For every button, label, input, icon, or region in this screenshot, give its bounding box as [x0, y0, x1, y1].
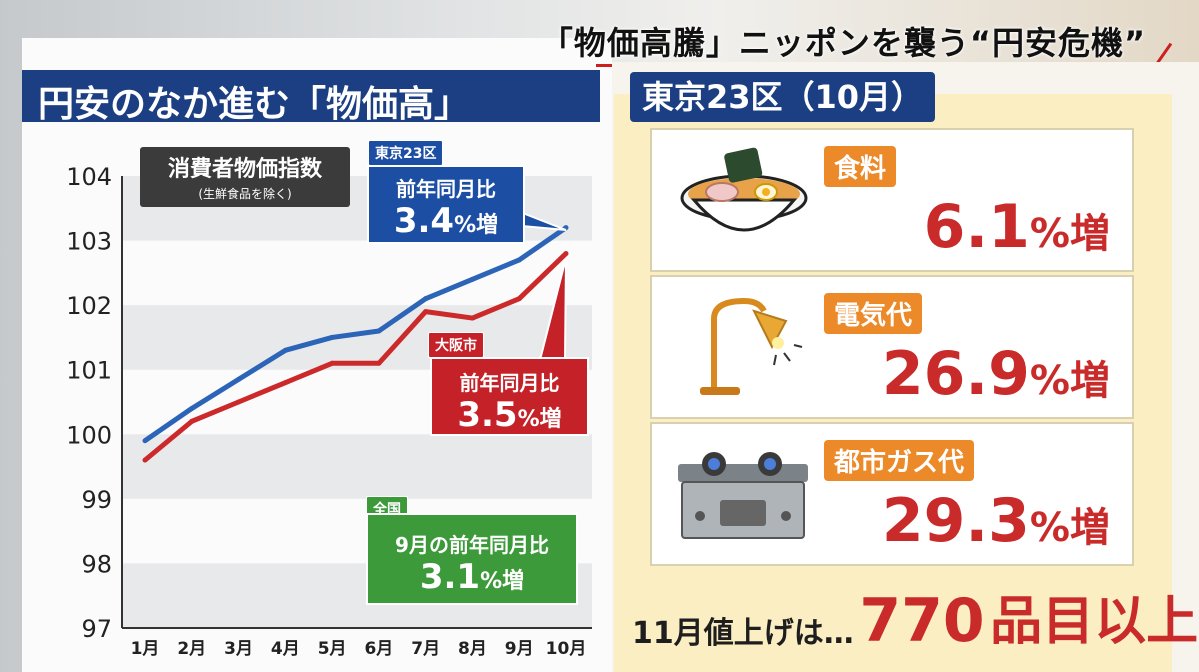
price-hike-tail: 品目以上	[990, 592, 1199, 652]
data-point-1	[142, 457, 148, 463]
osaka-callout-value-line: 3.5%増	[432, 396, 587, 439]
cpi-label-sub: (生鮮食品を除く)	[198, 187, 292, 201]
category-label-food: 食料	[824, 146, 897, 187]
data-point-1	[469, 315, 475, 321]
data-point-1	[516, 296, 522, 302]
y-tick-label: 103	[66, 228, 112, 256]
category-card-food: 食料 6.1%増	[650, 128, 1134, 272]
y-tick-label: 104	[66, 163, 112, 191]
data-point-0	[516, 257, 522, 263]
headline-banner: 「物価高騰」ニッポンを襲う“円安危機”	[541, 12, 1176, 64]
right-panel-title: 東京23区（10月）	[630, 72, 935, 122]
y-tick-label: 101	[66, 357, 112, 385]
national-callout-sub: 9月の前年同月比	[395, 533, 549, 557]
x-tick-label: 3月	[224, 639, 253, 659]
data-point-0	[329, 334, 335, 340]
y-tick-label: 98	[81, 550, 112, 578]
tokyo-callout: 前年同月比 3.4%増	[367, 165, 525, 244]
data-point-1	[189, 418, 195, 424]
data-point-1	[282, 380, 288, 386]
y-tick-label: 100	[66, 421, 112, 449]
national-callout-value: 3.1	[419, 557, 481, 597]
chart-title-bar	[22, 70, 600, 122]
lamp-icon	[700, 297, 803, 395]
ramen-icon	[680, 147, 808, 232]
national-callout: 9月の前年同月比 3.1%増	[366, 513, 578, 605]
tokyo-callout-value-line: 3.4%増	[369, 202, 523, 245]
gas-unit: %増	[1029, 505, 1110, 551]
x-tick-label: 8月	[458, 639, 487, 659]
y-tick-label: 99	[81, 486, 112, 514]
data-point-1	[236, 399, 242, 405]
osaka-callout: 前年同月比 3.5%増	[430, 357, 589, 436]
data-point-1	[423, 309, 429, 315]
osaka-callout-sub: 前年同月比	[459, 371, 560, 395]
x-tick-label: 1月	[131, 639, 160, 659]
category-value-electricity: 26.9%増	[882, 339, 1110, 409]
data-point-0	[423, 296, 429, 302]
cpi-label: 消費者物価指数 (生鮮食品を除く)	[140, 147, 350, 207]
data-point-1	[376, 360, 382, 366]
gas-stove-icon	[678, 452, 808, 539]
series-line-0	[143, 225, 568, 443]
chart-title: 円安のなか進む「物価高」	[38, 84, 471, 125]
data-point-0	[376, 328, 382, 334]
x-tick-label: 9月	[505, 639, 534, 659]
data-point-1	[329, 360, 335, 366]
cpi-label-main: 消費者物価指数	[167, 157, 322, 182]
data-point-0	[236, 376, 242, 382]
price-hike-number: 770	[859, 586, 985, 656]
x-tick-label: 6月	[364, 639, 393, 659]
headline-text: 「物価高騰」ニッポンを襲う“円安危機”	[540, 24, 1146, 62]
x-tick-label: 10月	[546, 639, 587, 659]
food-unit: %増	[1029, 211, 1110, 257]
category-card-gas: 都市ガス代 29.3%増	[650, 422, 1134, 566]
gas-value: 29.3	[881, 486, 1030, 556]
series-line-1	[143, 251, 568, 463]
x-tick-label: 7月	[411, 639, 440, 659]
price-hike-lead: 11月値上げは…	[632, 616, 854, 651]
tokyo-callout-sub: 前年同月比	[396, 177, 496, 201]
category-card-electricity: 電気代 26.9%増	[650, 275, 1134, 419]
category-value-gas: 29.3%増	[882, 486, 1110, 556]
data-point-0	[282, 347, 288, 353]
national-callout-value-line: 3.1%増	[368, 558, 576, 601]
data-point-0	[142, 438, 148, 444]
category-label-electricity: 電気代	[824, 293, 923, 334]
electricity-unit: %増	[1029, 358, 1110, 404]
x-tick-label: 4月	[271, 639, 300, 659]
x-tick-label: 2月	[177, 639, 206, 659]
price-hike-summary: 11月値上げは… 770 品目以上	[632, 590, 1198, 652]
tokyo-callout-unit: %増	[454, 213, 499, 238]
category-label-gas: 都市ガス代	[824, 440, 975, 481]
tokyo-callout-value: 3.4	[393, 201, 455, 241]
osaka-callout-value: 3.5	[457, 395, 518, 435]
osaka-callout-unit: %増	[517, 407, 562, 432]
tokyo-tag: 東京23区	[368, 140, 444, 166]
y-tick-label: 97	[81, 615, 112, 643]
data-point-0	[189, 405, 195, 411]
category-value-food: 6.1%増	[924, 192, 1110, 262]
grid-band	[122, 434, 592, 499]
x-tick-label: 5月	[318, 639, 347, 659]
data-point-0	[469, 276, 475, 282]
data-point-1	[563, 250, 569, 256]
y-tick-label: 102	[66, 292, 112, 320]
national-callout-unit: %増	[480, 569, 525, 594]
electricity-value: 26.9	[881, 339, 1030, 409]
food-value: 6.1	[923, 192, 1030, 262]
osaka-tag: 大阪市	[428, 332, 484, 358]
